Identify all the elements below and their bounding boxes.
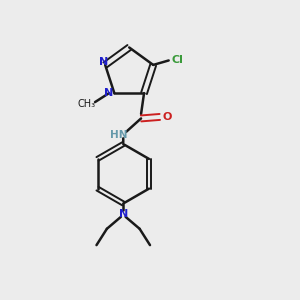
- Text: N: N: [99, 57, 108, 67]
- Text: CH₃: CH₃: [77, 99, 95, 109]
- Text: Cl: Cl: [172, 56, 184, 65]
- Text: O: O: [162, 112, 172, 122]
- Text: N: N: [104, 88, 114, 98]
- Text: HN: HN: [110, 130, 128, 140]
- Text: N: N: [118, 209, 128, 219]
